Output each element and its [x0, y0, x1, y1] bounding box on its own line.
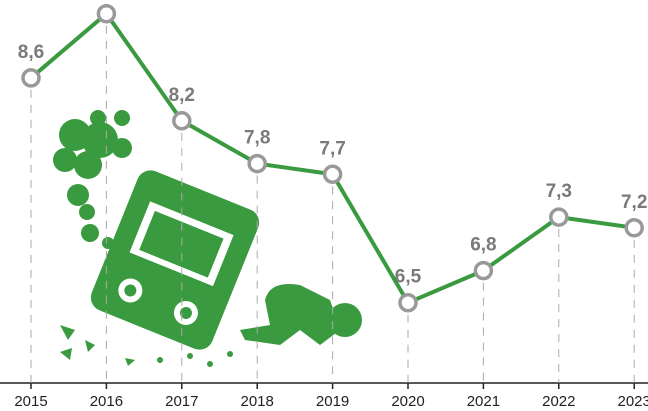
x-tick-label: 2021: [467, 393, 500, 410]
x-tick-label: 2016: [90, 393, 123, 410]
value-label: 6,8: [470, 235, 496, 256]
value-label: 7,3: [546, 181, 572, 202]
point: [473, 260, 494, 281]
value-label: 7,7: [319, 138, 345, 159]
x-tick-label: 2020: [391, 393, 424, 410]
value-label: 8,2: [169, 85, 195, 106]
point: [247, 153, 267, 174]
x-tick-label: 2023: [618, 393, 648, 410]
x-tick-label: 2022: [542, 393, 575, 410]
point: [322, 164, 343, 185]
value-label: 7,8: [244, 128, 270, 149]
value-label: 8,6: [18, 42, 44, 63]
x-tick-label: 2015: [14, 393, 47, 410]
value-label: 7,2: [621, 192, 647, 213]
point: [172, 110, 192, 131]
illustration: [53, 110, 362, 367]
point: [21, 68, 41, 88]
x-tick-label: 2017: [165, 393, 198, 410]
point: [549, 207, 569, 227]
point: [96, 3, 117, 24]
x-tick-label: 2018: [241, 393, 274, 410]
value-label: 6,5: [395, 267, 422, 288]
x-tick-label: 2019: [316, 393, 349, 410]
point: [398, 292, 418, 313]
point: [624, 218, 644, 238]
